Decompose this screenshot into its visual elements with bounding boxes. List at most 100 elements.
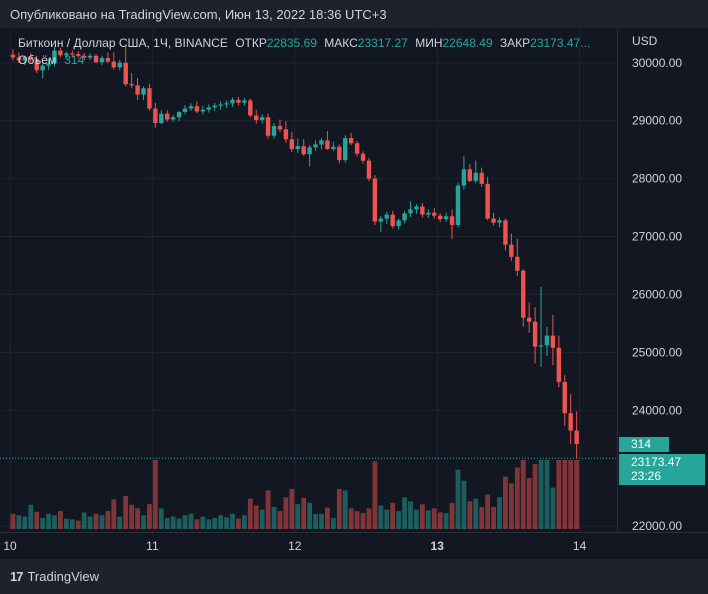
symbol-legend[interactable]: Биткоин / Доллар США, 1Ч, BINANCE ОТКР22… bbox=[18, 36, 590, 50]
volume-bar bbox=[319, 513, 324, 529]
volume-bar bbox=[52, 515, 57, 529]
volume-label: Объём bbox=[18, 53, 57, 67]
volume-bar bbox=[135, 508, 140, 529]
candle-body bbox=[218, 104, 223, 106]
candle-body bbox=[242, 100, 247, 103]
volume-bar bbox=[236, 518, 241, 529]
volume-bar bbox=[467, 501, 473, 529]
volume-bar bbox=[158, 508, 164, 529]
volume-bar bbox=[366, 508, 372, 529]
volume-bar bbox=[390, 502, 396, 529]
candle-body bbox=[313, 144, 318, 148]
candle-body bbox=[526, 317, 532, 322]
volume-bar bbox=[40, 517, 46, 529]
candle-body bbox=[550, 335, 556, 348]
candle-body bbox=[40, 65, 45, 71]
volume-bar bbox=[34, 511, 40, 529]
close-value: 23173.47... bbox=[530, 36, 591, 50]
volume-bar bbox=[58, 511, 63, 529]
volume-bar bbox=[503, 476, 508, 529]
volume-bar bbox=[230, 513, 235, 529]
currency-label[interactable]: USD bbox=[632, 34, 658, 48]
time-axis-divider bbox=[0, 532, 708, 533]
candle-body bbox=[10, 54, 16, 58]
volume-bar bbox=[87, 516, 93, 529]
candle-body bbox=[378, 218, 384, 222]
candles bbox=[10, 45, 579, 459]
volume-bar bbox=[437, 512, 443, 529]
volume-bar bbox=[568, 460, 574, 529]
candle-body bbox=[467, 169, 473, 181]
candle-body bbox=[461, 169, 467, 186]
volume-bar bbox=[550, 487, 556, 529]
candle-body bbox=[165, 113, 170, 120]
candle-body bbox=[81, 55, 87, 58]
candle-body bbox=[46, 63, 51, 66]
price-tick-label: 26000.00 bbox=[632, 287, 682, 301]
candle-body bbox=[200, 109, 206, 112]
price-tick-label: 24000.00 bbox=[632, 403, 682, 417]
candle-body bbox=[532, 321, 538, 347]
volume-bar bbox=[170, 516, 176, 529]
candle-body bbox=[259, 117, 265, 121]
candle-body bbox=[147, 88, 152, 109]
volume-bar bbox=[22, 516, 28, 529]
candle-body bbox=[301, 146, 306, 155]
open-value: 22835.69 bbox=[266, 36, 317, 50]
candle-body bbox=[319, 140, 324, 145]
volume-bar bbox=[325, 507, 330, 529]
candle-body bbox=[574, 430, 579, 444]
candle-body bbox=[28, 56, 33, 60]
tradingview-logo-icon: 17 bbox=[10, 569, 24, 584]
chart-panel[interactable] bbox=[0, 28, 708, 559]
volume-bar bbox=[330, 517, 336, 529]
volume-bar bbox=[425, 510, 431, 529]
volume-bar bbox=[408, 501, 413, 529]
volume-bar bbox=[402, 497, 407, 529]
candle-body bbox=[449, 216, 455, 225]
candle-body bbox=[153, 108, 158, 124]
volume-bar bbox=[147, 504, 152, 529]
candle-body bbox=[556, 347, 562, 382]
volume-bar bbox=[354, 511, 360, 529]
candle-body bbox=[521, 270, 526, 318]
volume-bar bbox=[188, 513, 194, 529]
last-volume-tag: 314 bbox=[619, 437, 669, 452]
volume-bar bbox=[212, 517, 218, 529]
close-label: ЗАКР bbox=[499, 36, 531, 50]
candle-body bbox=[254, 115, 259, 121]
volume-bar bbox=[111, 499, 117, 529]
candle-body bbox=[337, 146, 342, 161]
candle-body bbox=[360, 153, 366, 161]
volume-bar bbox=[206, 519, 212, 529]
volume-bar bbox=[443, 513, 449, 529]
volume-bar bbox=[277, 511, 283, 529]
volume-bar bbox=[562, 460, 568, 529]
last-price-tag: 23173.47 23:26 bbox=[619, 454, 705, 485]
volume-legend[interactable]: Объём 314 bbox=[18, 53, 84, 67]
candle-body bbox=[331, 146, 336, 150]
candle-body bbox=[354, 143, 360, 154]
volume-bar bbox=[265, 490, 271, 529]
time-tick-label: 10 bbox=[3, 539, 17, 553]
volume-value: 314 bbox=[64, 53, 85, 67]
candle-body bbox=[390, 214, 395, 227]
candle-body bbox=[141, 88, 146, 95]
volume-bar bbox=[348, 508, 354, 529]
candle-body bbox=[443, 216, 449, 220]
candle-body bbox=[111, 61, 117, 68]
candle-body bbox=[58, 50, 63, 56]
candle-body bbox=[64, 53, 69, 56]
volume-bar bbox=[313, 513, 318, 529]
candle-body bbox=[491, 218, 496, 223]
candle-body bbox=[348, 138, 354, 144]
volume-bar bbox=[164, 517, 170, 529]
volume-bar bbox=[117, 516, 123, 529]
volume-bar bbox=[396, 511, 402, 529]
candle-body bbox=[265, 117, 271, 136]
candle-body bbox=[212, 105, 217, 108]
volume-bar bbox=[75, 520, 81, 529]
candle-body bbox=[224, 103, 229, 105]
footer: 17 TradingView bbox=[10, 569, 99, 584]
